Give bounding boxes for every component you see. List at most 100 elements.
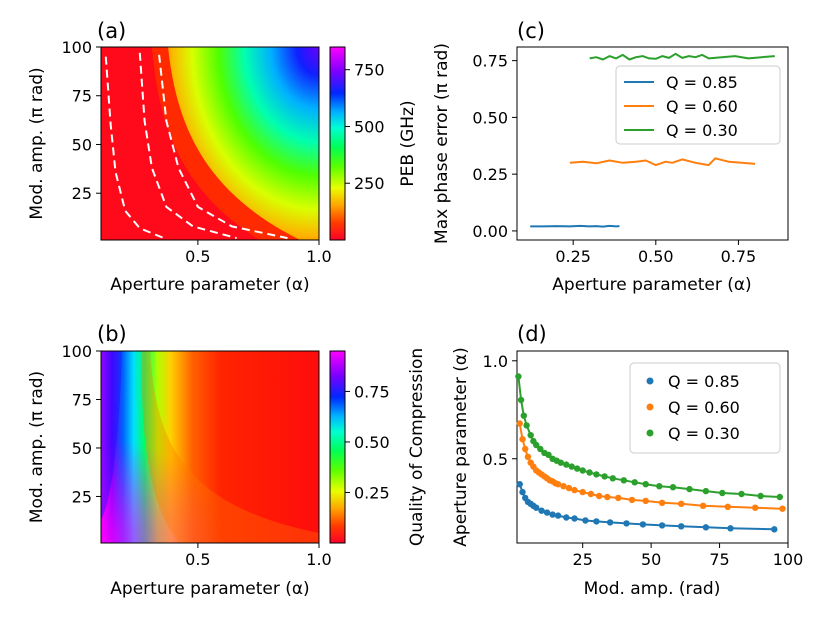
data-point: [642, 481, 649, 488]
data-point: [771, 526, 778, 533]
ticks-c: 0.25 0.50 0.75 0.00 0.25 0.50 0.75: [472, 52, 756, 266]
data-point: [527, 432, 534, 439]
legend-entry: Q = 0.60: [668, 398, 740, 417]
colorbar-a: [329, 46, 346, 241]
y-tick-label: 100: [61, 38, 92, 57]
data-point: [642, 497, 649, 505]
data-point: [516, 481, 523, 488]
x-tick-label: 0.5: [185, 247, 210, 266]
axes-frame-d: [516, 350, 789, 544]
contour-lines-a: [104, 52, 288, 240]
data-point: [538, 507, 545, 514]
data-point: [593, 471, 600, 478]
data-point: [606, 519, 614, 526]
data-point: [524, 453, 532, 460]
data-point: [628, 496, 636, 504]
y-axis-label-a: Mod. amp. (π rad): [27, 67, 47, 219]
y-tick-label: 0.00: [472, 222, 508, 241]
x-axis-label-a: Aperture parameter (α): [110, 275, 309, 295]
data-point: [560, 483, 567, 490]
colorbar-tick-label: 0.25: [354, 483, 390, 502]
colorbar-tick-label: 750: [354, 61, 385, 80]
data-point: [523, 422, 530, 429]
data-point: [615, 494, 622, 502]
axes-frame-b: [100, 350, 320, 544]
y-tick-label: 75: [72, 390, 92, 409]
heatmap-b: [101, 351, 319, 543]
y-tick-label: 25: [72, 184, 92, 203]
data-point: [776, 493, 783, 501]
y-tick-label: 0.50: [472, 108, 508, 127]
data-point: [554, 481, 562, 488]
axes-frame-a: [100, 46, 320, 241]
data-point: [623, 520, 630, 527]
colorbar-tick-label: 0.50: [354, 433, 390, 452]
ticks-a: 0.5 1.0 25 50 75 100: [61, 38, 331, 266]
legend-entry: Q = 0.30: [666, 121, 738, 140]
data-point: [658, 499, 666, 506]
x-tick-label: 0.75: [721, 247, 757, 266]
data-point: [587, 490, 595, 498]
axes-frame-c: [516, 46, 789, 241]
data-point: [579, 467, 586, 474]
x-tick-label: 0.25: [555, 247, 591, 266]
panel-label-c: (c): [517, 19, 545, 43]
y-tick-label: 75: [72, 87, 92, 106]
panel-d: 25 50 75 100 0.5 1.0 Mod. amp. (rad) Aperture…: [451, 347, 803, 599]
legend-swatch: [646, 377, 654, 385]
panel-label-a: (a): [97, 19, 126, 43]
data-point: [609, 475, 616, 482]
y-axis-label-b: Mod. amp. (π rad): [27, 371, 47, 523]
x-axis-label-b: Aperture parameter (α): [110, 579, 309, 599]
y-axis-label-d: Aperture parameter (α): [451, 347, 471, 546]
x-tick-label: 75: [709, 550, 729, 569]
series-line: [569, 157, 756, 167]
data-point: [699, 502, 707, 509]
series-line: [589, 52, 775, 61]
series-line: [530, 224, 620, 228]
data-point: [571, 486, 578, 494]
legend-entry: Q = 0.85: [668, 372, 740, 391]
data-point: [631, 479, 638, 486]
colorbar-tick-label: 250: [354, 174, 385, 193]
data-point: [757, 492, 764, 500]
data-point: [515, 373, 522, 380]
data-point: [719, 489, 726, 497]
colorbar-ticks-a: 250 500 750: [345, 61, 385, 193]
y-tick-label: 50: [72, 135, 92, 154]
data-point: [779, 505, 786, 512]
data-point: [724, 503, 731, 510]
data-point: [522, 445, 529, 453]
ticks-d: 25 50 75 100 0.5 1.0: [483, 352, 804, 569]
y-tick-label: 100: [61, 342, 92, 361]
legend-d: Q = 0.85 Q = 0.60 Q = 0.30: [629, 362, 781, 454]
data-point: [516, 420, 523, 427]
y-tick-label: 0.25: [472, 165, 508, 184]
data-point: [604, 493, 611, 501]
data-point: [702, 524, 710, 531]
legend-swatch: [646, 403, 654, 411]
data-point: [519, 436, 526, 443]
contour-line: [138, 52, 237, 240]
x-tick-label: 0.5: [185, 550, 210, 569]
data-point: [563, 514, 570, 521]
x-axis-label-d: Mod. amp. (rad): [584, 579, 721, 599]
data-point: [639, 521, 647, 528]
y-tick-label: 50: [72, 439, 92, 458]
data-point: [537, 445, 544, 453]
data-point: [571, 515, 578, 522]
data-point: [563, 461, 570, 468]
data-point: [656, 483, 663, 490]
data-point: [533, 441, 540, 449]
panel-c: 0.25 0.50 0.75 0.00 0.25 0.50 0.75 Aperture pa…: [432, 43, 789, 295]
panel-label-b: (b): [97, 322, 127, 346]
data-point: [517, 396, 525, 404]
data-point: [595, 492, 603, 500]
colorbar-tick-label: 0.75: [354, 382, 390, 401]
legend-entry: Q = 0.60: [666, 97, 738, 116]
data-point: [545, 451, 552, 458]
data-point: [658, 522, 666, 529]
panel-a: 0.5 1.0 25 50 75 100 Aperture parameter (α) M…: [27, 38, 418, 295]
x-tick-label: 0.50: [638, 247, 674, 266]
